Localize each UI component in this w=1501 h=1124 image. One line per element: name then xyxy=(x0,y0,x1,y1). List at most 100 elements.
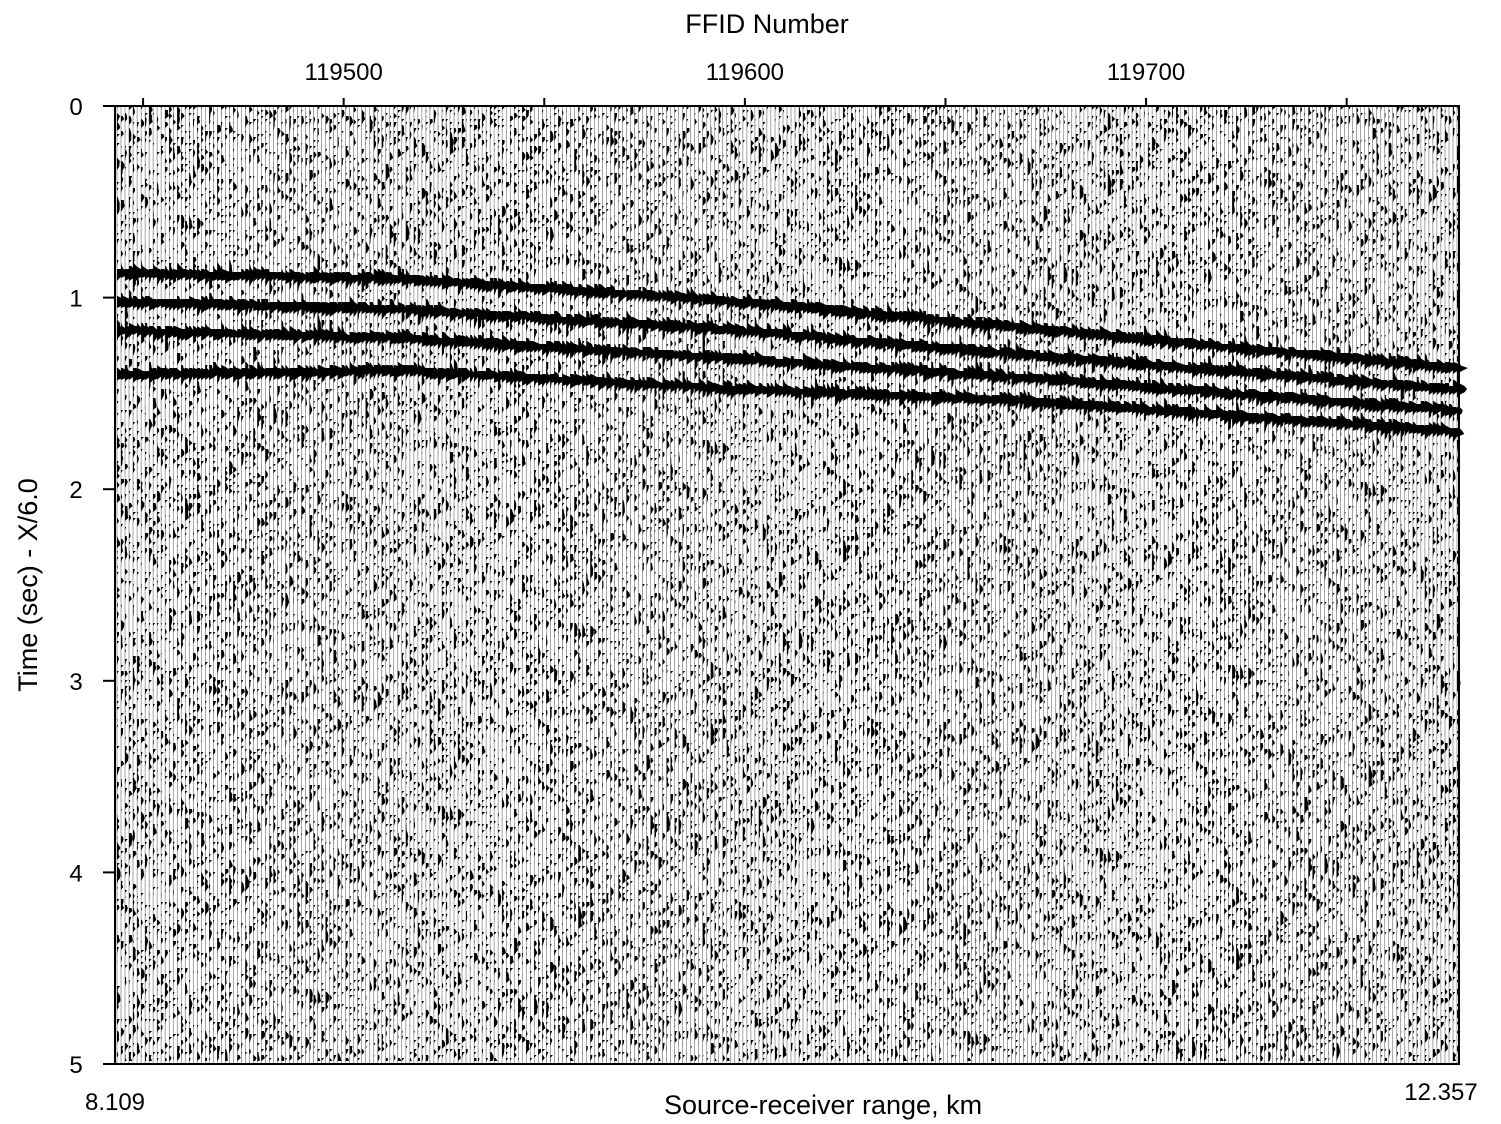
trace-wiggle-fill xyxy=(931,110,943,1061)
trace-wiggle-fill xyxy=(165,110,177,1061)
trace-wiggle-fill xyxy=(438,113,449,1061)
trace-wiggle-fill xyxy=(1376,107,1388,1061)
trace-wiggle-fill xyxy=(429,107,441,1061)
trace-wiggle-fill xyxy=(309,110,321,1052)
trace-wiggle-fill xyxy=(349,116,361,1055)
trace-wiggle-fill xyxy=(478,110,490,1061)
trace-wiggle-fill xyxy=(425,110,437,1061)
trace-wiggle-fill xyxy=(915,110,927,1061)
trace-wiggle-fill xyxy=(261,110,273,1061)
trace-wiggle-fill xyxy=(1188,116,1200,1061)
trace-wiggle-fill xyxy=(779,107,790,1061)
trace-wiggle-fill xyxy=(947,110,959,1061)
trace-wiggle-fill xyxy=(289,107,301,1061)
trace-wiggle-fill xyxy=(1260,107,1272,1061)
trace-wiggle-fill xyxy=(397,110,409,1061)
left-axis-title: Time (sec) - X/6.0 xyxy=(13,478,43,692)
trace-wiggle-fill xyxy=(229,107,240,1055)
bottom-axis-max-label: 12.357 xyxy=(1404,1079,1477,1106)
trace-wiggle-fill xyxy=(799,107,810,1058)
trace-wiggle-fill xyxy=(666,107,678,1061)
trace-wiggle-fill xyxy=(466,119,476,1055)
trace-wiggle-fill xyxy=(1220,110,1232,1061)
trace-wiggle-fill xyxy=(185,107,196,1061)
trace-wiggle-fill xyxy=(891,113,901,1061)
trace-wiggle-fill xyxy=(758,110,770,1061)
trace-wiggle-fill xyxy=(474,107,485,1061)
trace-wiggle-fill xyxy=(590,107,602,1061)
trace-wiggle-fill xyxy=(1424,107,1436,1061)
left-axis-tick-label: 4 xyxy=(69,860,82,887)
trace-wiggle-fill xyxy=(1392,113,1403,1037)
trace-wiggle-fill xyxy=(867,116,879,1061)
trace-wiggle-fill xyxy=(630,107,642,1061)
trace-wiggle-fill xyxy=(249,107,261,1061)
trace-wiggle-fill xyxy=(554,107,566,1031)
trace-wiggle-fill xyxy=(1360,113,1372,1049)
trace-wiggle-fill xyxy=(1027,107,1038,1046)
trace-wiggle-fill xyxy=(1083,107,1095,1061)
trace-wiggle-fill xyxy=(787,116,798,1040)
trace-wiggle-fill xyxy=(221,107,233,1061)
trace-wiggle-fill xyxy=(1136,113,1147,1061)
trace-wiggle-fill xyxy=(967,110,979,1061)
trace-wiggle-fill xyxy=(654,128,663,1055)
trace-wiggle-fill xyxy=(393,107,405,1061)
trace-wiggle-fill xyxy=(1148,113,1160,1061)
trace-wiggle-fill xyxy=(1348,107,1360,1052)
top-axis-tick-label: 119600 xyxy=(706,59,784,86)
trace-wiggle-fill xyxy=(706,113,717,1061)
trace-wiggle-fill xyxy=(317,107,329,1061)
trace-wiggle-fill xyxy=(1132,107,1143,1061)
trace-wiggle-fill xyxy=(1232,116,1242,1061)
trace-wiggle-fill xyxy=(979,134,991,1058)
trace-wiggle-fill xyxy=(341,110,353,1055)
trace-wiggle-fill xyxy=(1228,107,1240,1049)
trace-wiggle-fill xyxy=(385,113,395,1061)
trace-wiggle-fill xyxy=(598,116,610,1061)
left-axis-tick-label: 1 xyxy=(69,286,82,313)
trace-wiggle-fill xyxy=(1248,113,1258,1061)
trace-wiggle-fill xyxy=(855,110,866,1055)
trace-wiggle-fill xyxy=(1180,119,1191,1061)
trace-wiggle-fill xyxy=(1336,110,1348,1061)
trace-wiggle-fill xyxy=(333,113,345,1061)
trace-wiggle-fill xyxy=(1152,116,1163,1061)
trace-wiggle-fill xyxy=(1071,110,1083,1049)
trace-wiggle-fill xyxy=(325,110,336,1058)
trace-wiggle-fill xyxy=(610,107,622,1061)
trace-wiggle-fill xyxy=(811,110,823,1040)
trace-wiggle-fill xyxy=(991,110,1003,1061)
trace-wiggle-fill xyxy=(582,113,594,1061)
trace-wiggle-fill xyxy=(1428,107,1440,1061)
trace-wiggle-fill xyxy=(602,113,614,1058)
trace-wiggle-fill xyxy=(1388,110,1400,1061)
trace-wiggle-fill xyxy=(446,107,457,1061)
trace-wiggle-fill xyxy=(1015,113,1027,1061)
trace-wiggle-fill xyxy=(1340,107,1351,1046)
top-axis-tick-label: 119700 xyxy=(1107,59,1185,86)
trace-wiggle-fill xyxy=(586,116,596,1061)
trace-wiggle-fill xyxy=(879,107,891,1061)
trace-wiggle-fill xyxy=(1240,113,1252,1061)
plot-frame xyxy=(114,105,1460,1065)
trace-wiggle-fill xyxy=(1128,107,1139,1058)
trace-wiggle-fill xyxy=(594,107,606,1058)
trace-wiggle-fill xyxy=(329,119,341,1061)
trace-wiggle-fill xyxy=(1103,110,1115,1052)
trace-wiggle-fill xyxy=(843,107,854,1061)
trace-wiggle-fill xyxy=(839,119,851,1061)
trace-wiggle-fill xyxy=(1091,107,1103,1061)
trace-wiggle-fill xyxy=(726,107,738,1061)
trace-wiggle-fill xyxy=(1172,107,1183,1061)
trace-wiggle-fill xyxy=(417,107,428,1061)
trace-wiggle-fill xyxy=(783,110,793,1058)
trace-wiggle-fill xyxy=(622,107,634,1055)
trace-wiggle-fill xyxy=(129,107,140,1061)
trace-wiggle-fill xyxy=(1216,110,1228,1061)
trace-wiggle-fill xyxy=(710,110,722,1055)
trace-wiggle-fill xyxy=(458,107,469,1061)
trace-wiggle-fill xyxy=(1453,107,1464,1061)
trace-wiggle-fill xyxy=(225,107,236,1061)
trace-wiggle-fill xyxy=(1055,113,1067,1055)
